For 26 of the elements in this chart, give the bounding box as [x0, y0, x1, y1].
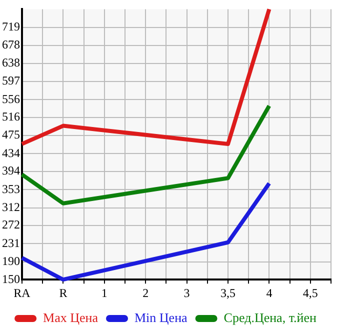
y-tick-label: 353	[2, 182, 20, 196]
y-tick-label: 556	[2, 92, 20, 106]
legend-label: Max Цена	[43, 310, 98, 325]
x-tick-label: 3,5	[220, 286, 236, 300]
y-tick-label: 190	[2, 254, 20, 268]
y-tick-label: 475	[2, 128, 20, 142]
y-tick-label: 272	[2, 218, 20, 232]
x-tick-label: 2	[142, 286, 149, 300]
y-tick-label: 638	[2, 55, 20, 70]
y-tick-label: 597	[2, 74, 20, 88]
x-tick-label: 4,5	[302, 286, 318, 300]
y-tick-label: 231	[2, 236, 20, 250]
x-tick-label: 1	[101, 286, 108, 300]
x-tick-label: 3	[184, 286, 190, 300]
x-tick-label: RA	[14, 286, 31, 300]
y-tick-label: 719	[2, 20, 20, 34]
y-tick-label: 150	[2, 272, 20, 286]
y-tick-label: 312	[2, 200, 20, 214]
y-tick-label: 394	[2, 164, 20, 178]
legend-label: Min Цена	[134, 310, 188, 325]
legend-label: Сред.Цена, т.йен	[224, 310, 317, 325]
y-tick-label: 434	[2, 146, 20, 160]
y-tick-label: 678	[2, 38, 20, 52]
x-tick-label: R	[59, 286, 68, 300]
x-tick-label: 4	[266, 286, 272, 300]
y-tick-label: 516	[2, 110, 20, 124]
